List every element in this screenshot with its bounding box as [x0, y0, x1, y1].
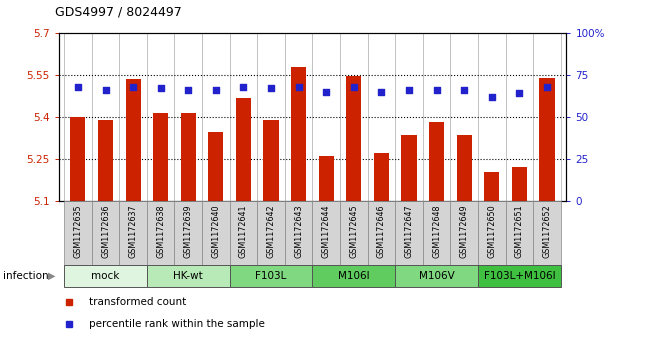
Text: GSM1172647: GSM1172647 [404, 205, 413, 258]
Bar [119, 201, 147, 265]
Bar [423, 201, 450, 265]
Text: GSM1172637: GSM1172637 [129, 205, 137, 258]
Bar [153, 113, 169, 201]
Text: HK-wt: HK-wt [173, 271, 203, 281]
Bar [230, 201, 257, 265]
Text: GSM1172642: GSM1172642 [267, 205, 275, 258]
Text: GSM1172643: GSM1172643 [294, 205, 303, 258]
Text: GSM1172649: GSM1172649 [460, 205, 469, 258]
Point [487, 94, 497, 100]
Text: GSM1172652: GSM1172652 [542, 205, 551, 258]
Bar [236, 98, 251, 201]
Text: GSM1172645: GSM1172645 [350, 205, 358, 258]
Bar [450, 201, 478, 265]
Bar [478, 265, 561, 287]
Text: GSM1172636: GSM1172636 [101, 205, 110, 258]
Bar [202, 201, 230, 265]
Point [266, 85, 276, 91]
Text: transformed count: transformed count [89, 297, 186, 307]
Point [542, 84, 552, 90]
Text: mock: mock [91, 271, 120, 281]
Bar [484, 172, 499, 201]
Text: M106I: M106I [338, 271, 370, 281]
Point [183, 87, 193, 93]
Bar [368, 201, 395, 265]
Text: GSM1172639: GSM1172639 [184, 205, 193, 258]
Bar [540, 78, 555, 201]
Bar [312, 201, 340, 265]
Text: infection: infection [3, 271, 49, 281]
Bar [208, 132, 223, 201]
Text: GSM1172641: GSM1172641 [239, 205, 248, 258]
Bar [340, 201, 368, 265]
Bar [64, 201, 92, 265]
Point [128, 84, 138, 90]
Bar [147, 265, 230, 287]
Bar [478, 201, 506, 265]
Point [514, 90, 525, 96]
Point [376, 89, 387, 95]
Bar [395, 201, 423, 265]
Bar [512, 167, 527, 201]
Point [404, 87, 414, 93]
Point [321, 89, 331, 95]
Bar [264, 120, 279, 201]
Bar [230, 265, 312, 287]
Text: GSM1172644: GSM1172644 [322, 205, 331, 258]
Text: percentile rank within the sample: percentile rank within the sample [89, 319, 265, 329]
Bar [64, 265, 147, 287]
Point [432, 87, 442, 93]
Bar [506, 201, 533, 265]
Text: F103L+M106I: F103L+M106I [484, 271, 555, 281]
Text: GSM1172651: GSM1172651 [515, 205, 524, 258]
Bar [346, 76, 361, 201]
Bar [395, 265, 478, 287]
Text: GSM1172650: GSM1172650 [488, 205, 496, 258]
Text: GSM1172638: GSM1172638 [156, 205, 165, 258]
Bar [147, 201, 174, 265]
Text: GDS4997 / 8024497: GDS4997 / 8024497 [55, 5, 182, 18]
Text: ▶: ▶ [48, 271, 56, 281]
Bar [402, 135, 417, 201]
Bar [533, 201, 561, 265]
Bar [291, 67, 306, 201]
Point [459, 87, 469, 93]
Bar [429, 122, 444, 201]
Text: F103L: F103L [255, 271, 287, 281]
Bar [92, 201, 119, 265]
Bar [257, 201, 285, 265]
Bar [126, 78, 141, 201]
Point [211, 87, 221, 93]
Text: GSM1172635: GSM1172635 [74, 205, 83, 258]
Text: M106V: M106V [419, 271, 454, 281]
Bar [174, 201, 202, 265]
Bar [312, 265, 395, 287]
Text: GSM1172640: GSM1172640 [212, 205, 221, 258]
Bar [285, 201, 312, 265]
Bar [70, 117, 85, 201]
Point [294, 84, 304, 90]
Bar [374, 153, 389, 201]
Text: GSM1172646: GSM1172646 [377, 205, 386, 258]
Point [100, 87, 111, 93]
Bar [181, 113, 196, 201]
Text: GSM1172648: GSM1172648 [432, 205, 441, 258]
Point [156, 85, 166, 91]
Bar [456, 135, 472, 201]
Point [238, 84, 249, 90]
Bar [319, 156, 334, 201]
Bar [98, 120, 113, 201]
Point [73, 84, 83, 90]
Point [349, 84, 359, 90]
